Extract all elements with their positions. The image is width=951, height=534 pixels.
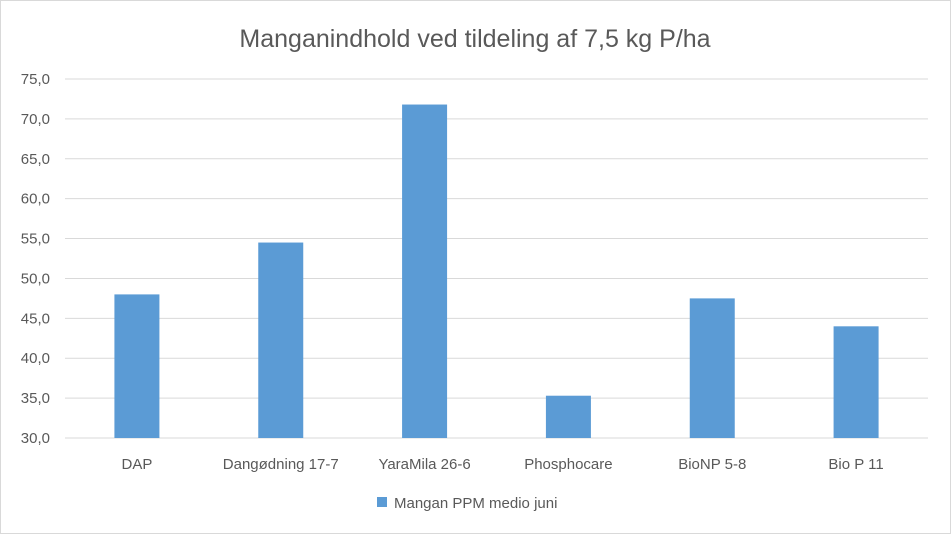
y-tick-label: 45,0 bbox=[21, 310, 50, 327]
x-tick-label: Phosphocare bbox=[524, 456, 612, 473]
legend: Mangan PPM medio juni bbox=[377, 495, 557, 512]
y-tick-label: 50,0 bbox=[21, 270, 50, 287]
y-tick-label: 75,0 bbox=[21, 71, 50, 88]
y-tick-label: 30,0 bbox=[21, 430, 50, 447]
bar bbox=[402, 104, 448, 438]
y-tick-label: 35,0 bbox=[21, 390, 50, 407]
y-axis-ticks: 30,0 35,0 40,0 45,0 50,0 55,0 60,0 65,0 70,0 75,0 bbox=[21, 71, 50, 447]
y-tick-label: 70,0 bbox=[21, 111, 50, 128]
x-tick-label: BioNP 5-8 bbox=[678, 456, 746, 473]
x-tick-label: DAP bbox=[121, 456, 152, 473]
gridlines bbox=[65, 78, 928, 439]
x-tick-label: YaraMila 26-6 bbox=[378, 456, 470, 473]
x-tick-label: Bio P 11 bbox=[828, 456, 883, 473]
bar bbox=[545, 395, 591, 438]
bar bbox=[689, 298, 735, 438]
x-tick-label: Dangødning 17-7 bbox=[223, 456, 339, 473]
y-tick-label: 60,0 bbox=[21, 191, 50, 208]
chart-title: Manganindhold ved tildeling af 7,5 kg P/… bbox=[239, 25, 710, 53]
legend-label: Mangan PPM medio juni bbox=[394, 495, 557, 512]
bar bbox=[833, 326, 879, 438]
y-tick-label: 40,0 bbox=[21, 350, 50, 367]
y-tick-label: 65,0 bbox=[21, 151, 50, 168]
bar bbox=[114, 294, 160, 438]
x-axis-labels: DAP Dangødning 17-7 YaraMila 26-6 Phosphoca… bbox=[121, 456, 883, 473]
bars bbox=[114, 104, 879, 438]
bar bbox=[258, 242, 304, 438]
y-tick-label: 55,0 bbox=[21, 231, 50, 248]
legend-swatch bbox=[377, 497, 387, 507]
